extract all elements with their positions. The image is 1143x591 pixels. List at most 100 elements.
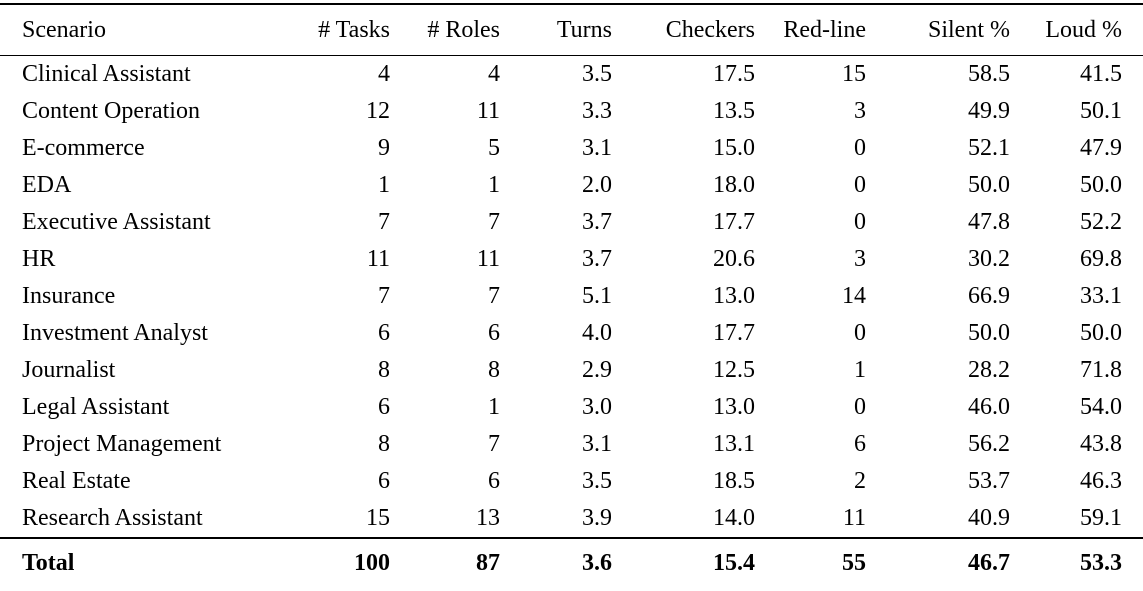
value-cell: 0 <box>854 135 866 161</box>
value-cell: 6 <box>378 320 390 346</box>
value-cell: 3 <box>854 98 866 124</box>
table-row: Clinical Assistant 4 4 3.5 17.5 15 58.5 41.5 <box>0 56 1143 94</box>
value-cell: 17.7 <box>713 320 755 346</box>
scenario-stats-table: Scenario # Tasks # Roles Turns Checkers Red-l… <box>0 3 1143 588</box>
table-row: Real Estate 6 6 3.5 18.5 2 53.7 46.3 <box>0 463 1143 500</box>
scenario-cell: Legal Assistant <box>22 394 170 420</box>
scenario-cell: EDA <box>22 172 72 198</box>
value-cell: 66.9 <box>968 283 1010 309</box>
value-cell: 0 <box>854 209 866 235</box>
total-value-cell: 53.3 <box>1010 537 1143 588</box>
value-cell: 12 <box>366 98 390 124</box>
value-cell: 6 <box>854 431 866 457</box>
value-cell: 11 <box>476 246 500 272</box>
value-cell: 53.7 <box>968 468 1010 494</box>
value-cell: 5.1 <box>582 283 612 309</box>
value-cell: 18.5 <box>713 468 755 494</box>
value-cell: 41.5 <box>1080 61 1122 87</box>
value-cell: 7 <box>488 209 500 235</box>
value-cell: 30.2 <box>968 246 1010 272</box>
total-row: Total 100 87 3.6 15.4 55 46.7 53.3 <box>0 537 1143 588</box>
value-cell: 3.1 <box>582 135 612 161</box>
value-cell: 59.1 <box>1080 505 1122 531</box>
value-cell: 33.1 <box>1080 283 1122 309</box>
value-cell: 56.2 <box>968 431 1010 457</box>
value-cell: 14.0 <box>713 505 755 531</box>
scenario-cell: Project Management <box>22 431 222 457</box>
value-cell: 1 <box>488 394 500 420</box>
value-cell: 0 <box>854 320 866 346</box>
value-cell: 1 <box>488 172 500 198</box>
table-row: Project Management 8 7 3.1 13.1 6 56.2 43.8 <box>0 426 1143 463</box>
value-cell: 8 <box>488 357 500 383</box>
total-value-cell: 87 <box>390 537 500 588</box>
value-cell: 50.0 <box>1080 320 1122 346</box>
value-cell: 0 <box>854 394 866 420</box>
scenario-cell: HR <box>22 246 56 272</box>
value-cell: 50.0 <box>968 172 1010 198</box>
total-label-cell: Total <box>0 537 280 588</box>
value-cell: 14 <box>842 283 866 309</box>
table-row: Legal Assistant 6 1 3.0 13.0 0 46.0 54.0 <box>0 389 1143 426</box>
value-cell: 15 <box>366 505 390 531</box>
value-cell: 11 <box>366 246 390 272</box>
scenario-cell: Real Estate <box>22 468 131 494</box>
value-cell: 28.2 <box>968 357 1010 383</box>
value-cell: 58.5 <box>968 61 1010 87</box>
value-cell: 4 <box>488 61 500 87</box>
value-cell: 49.9 <box>968 98 1010 124</box>
value-cell: 2 <box>854 468 866 494</box>
value-cell: 3.5 <box>582 61 612 87</box>
table-row: EDA 1 1 2.0 18.0 0 50.0 50.0 <box>0 167 1143 204</box>
total-value-cell: 46.7 <box>866 537 1010 588</box>
value-cell: 3.0 <box>582 394 612 420</box>
scenario-cell: Insurance <box>22 283 116 309</box>
table-row: Insurance 7 7 5.1 13.0 14 66.9 33.1 <box>0 278 1143 315</box>
value-cell: 13 <box>476 505 500 531</box>
total-value-cell: 15.4 <box>612 537 755 588</box>
value-cell: 13.0 <box>713 283 755 309</box>
scenario-cell: Research Assistant <box>22 505 203 531</box>
value-cell: 6 <box>378 394 390 420</box>
value-cell: 3.5 <box>582 468 612 494</box>
value-cell: 69.8 <box>1080 246 1122 272</box>
value-cell: 18.0 <box>713 172 755 198</box>
value-cell: 8 <box>378 431 390 457</box>
value-cell: 4.0 <box>582 320 612 346</box>
header-cell-4: Checkers <box>612 4 755 56</box>
value-cell: 13.1 <box>713 431 755 457</box>
value-cell: 3.3 <box>582 98 612 124</box>
value-cell: 3.7 <box>582 209 612 235</box>
scenario-cell: Investment Analyst <box>22 320 208 346</box>
value-cell: 0 <box>854 172 866 198</box>
header-cell-2: # Roles <box>390 4 500 56</box>
value-cell: 40.9 <box>968 505 1010 531</box>
header-row: Scenario # Tasks # Roles Turns Checkers Red-l… <box>0 4 1143 56</box>
value-cell: 7 <box>488 283 500 309</box>
value-cell: 1 <box>378 172 390 198</box>
value-cell: 7 <box>378 209 390 235</box>
value-cell: 6 <box>488 468 500 494</box>
value-cell: 6 <box>488 320 500 346</box>
table-row: Investment Analyst 6 6 4.0 17.7 0 50.0 50.0 <box>0 315 1143 352</box>
value-cell: 5 <box>488 135 500 161</box>
value-cell: 50.1 <box>1080 98 1122 124</box>
value-cell: 52.1 <box>968 135 1010 161</box>
table-row: HR 11 11 3.7 20.6 3 30.2 69.8 <box>0 241 1143 278</box>
value-cell: 11 <box>476 98 500 124</box>
total-value-cell: 55 <box>755 537 866 588</box>
value-cell: 2.9 <box>582 357 612 383</box>
value-cell: 50.0 <box>968 320 1010 346</box>
table-body: Clinical Assistant 4 4 3.5 17.5 15 58.5 41.5 Con… <box>0 56 1143 539</box>
value-cell: 2.0 <box>582 172 612 198</box>
value-cell: 47.8 <box>968 209 1010 235</box>
value-cell: 15.0 <box>713 135 755 161</box>
value-cell: 46.3 <box>1080 468 1122 494</box>
value-cell: 46.0 <box>968 394 1010 420</box>
scenario-cell: Journalist <box>22 357 116 383</box>
value-cell: 7 <box>488 431 500 457</box>
scenario-cell: Content Operation <box>22 98 200 124</box>
header-cell-0: Scenario <box>0 4 280 56</box>
value-cell: 13.0 <box>713 394 755 420</box>
